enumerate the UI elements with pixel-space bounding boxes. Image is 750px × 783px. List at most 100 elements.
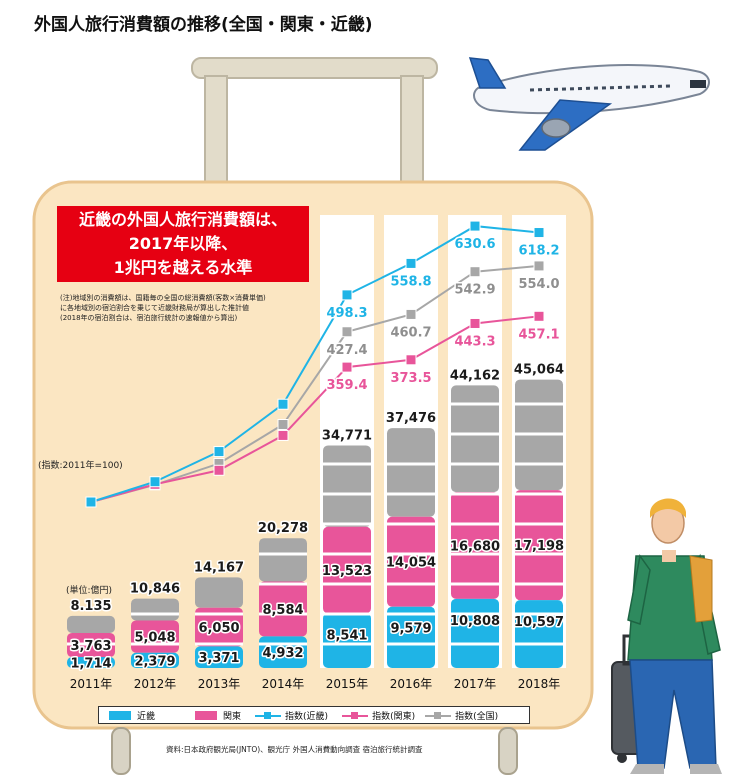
suitcase-wheel-right bbox=[498, 727, 518, 775]
suitcase-handle-left-post bbox=[204, 75, 228, 187]
legend-label-index-national: 指数(全国) bbox=[455, 711, 499, 722]
note-line-2: に各地域別の宿泊割合を乗じて近畿財務局が算出した推計値 bbox=[60, 304, 249, 312]
bar-label-kinki: 10,808 bbox=[450, 614, 500, 629]
index-line-kinki bbox=[90, 225, 540, 503]
bar-label-kanto: 17,198 bbox=[514, 539, 564, 554]
index-value-labels: 427.4 460.7 542.9 554.0 359.4 373.5 443.3 457.1… bbox=[325, 236, 561, 395]
legend-swatch-kinki bbox=[109, 710, 131, 720]
index-line-kanto bbox=[90, 315, 540, 503]
suitcase-wheel-left bbox=[111, 727, 131, 775]
x-axis-label: 2012年 bbox=[134, 677, 177, 691]
legend-item-kanto: 関東 bbox=[195, 709, 241, 722]
legend-label-kinki: 近畿 bbox=[137, 711, 156, 722]
index-point-kanto bbox=[469, 317, 481, 329]
index-point-kinki bbox=[85, 496, 97, 508]
bar-segment-kinki bbox=[323, 613, 371, 668]
bar-label-national: 14,167 bbox=[194, 560, 244, 575]
bar-label-national: 34,771 bbox=[322, 428, 372, 443]
bar-segment-national bbox=[67, 615, 115, 633]
bar-label-kanto: 16,680 bbox=[450, 539, 500, 554]
bar-segment-kinki bbox=[451, 598, 499, 668]
legend-line-index-kanto bbox=[342, 711, 369, 720]
bar-label-kinki: 8,541 bbox=[326, 628, 367, 643]
index-point-national bbox=[469, 266, 481, 278]
index-point-kanto bbox=[341, 361, 353, 373]
bar-segment-kanto bbox=[323, 526, 371, 614]
note-line-3: (2018年の宿泊割合は、宿泊旅行統計の速報値から算出) bbox=[60, 314, 238, 322]
index-point-national bbox=[341, 326, 353, 338]
index-point-kinki bbox=[469, 220, 481, 232]
legend-item-index-kinki: 指数(近畿) bbox=[255, 709, 328, 722]
x-axis-label: 2013年 bbox=[198, 677, 241, 691]
bar-label-kinki: 2,379 bbox=[134, 654, 175, 669]
legend-item-index-national: 指数(全国) bbox=[425, 709, 498, 722]
index-label-kinki: 498.3 bbox=[326, 306, 367, 321]
index-point-kinki bbox=[149, 476, 161, 488]
legend-item-index-kanto: 指数(関東) bbox=[342, 709, 415, 722]
index-lines bbox=[85, 220, 545, 508]
bar-label-national: 45,064 bbox=[514, 363, 564, 378]
bar-segment-kinki bbox=[131, 652, 179, 668]
bar-segment-kinki bbox=[387, 606, 435, 668]
bar-label-national: 37,476 bbox=[386, 411, 436, 426]
index-label-national: 542.9 bbox=[454, 283, 495, 298]
unit-label: (単位:億円) bbox=[66, 586, 113, 596]
x-axis-label: 2017年 bbox=[454, 677, 497, 691]
legend-label-index-kanto: 指数(関東) bbox=[372, 711, 416, 722]
index-point-kanto bbox=[213, 464, 225, 476]
method-note: (注)地域別の消費額は、国籍毎の全国の総消費額(客数×消費単価) に各地域別の宿… bbox=[60, 293, 320, 323]
index-label-national: 554.0 bbox=[518, 277, 559, 292]
bar-segment-kanto bbox=[259, 581, 307, 637]
index-point-national bbox=[405, 308, 417, 320]
bar-label-kanto: 3,763 bbox=[70, 639, 111, 654]
bar-segment-kanto bbox=[195, 607, 243, 647]
index-point-kinki bbox=[405, 257, 417, 269]
index-point-kinki bbox=[277, 398, 289, 410]
bar-segment-national bbox=[131, 598, 179, 621]
legend-line-index-kinki bbox=[255, 711, 282, 720]
legend-swatch-kanto bbox=[195, 710, 218, 720]
index-label-kanto: 457.1 bbox=[518, 327, 559, 342]
bar-segment-kinki bbox=[515, 600, 563, 668]
bar-label-national: 8.135 bbox=[70, 599, 111, 614]
index-label-kinki: 618.2 bbox=[518, 244, 559, 259]
index-label-kinki: 630.6 bbox=[454, 237, 495, 252]
bar-label-national: 10,846 bbox=[130, 582, 180, 597]
x-axis-label: 2015年 bbox=[326, 677, 369, 691]
bar-label-national: 20,278 bbox=[258, 521, 308, 536]
x-axis-label: 2016年 bbox=[390, 677, 433, 691]
index-point-national bbox=[533, 260, 545, 272]
headline-line-3: 1兆円を越える水準 bbox=[113, 258, 253, 277]
suitcase-handle-bar bbox=[191, 57, 438, 79]
bar-label-kanto: 14,054 bbox=[386, 556, 436, 571]
index-label-kinki: 558.8 bbox=[390, 274, 431, 289]
suitcase-handle-right-post bbox=[400, 75, 424, 187]
bar-segment-national bbox=[323, 445, 371, 527]
index-point-kinki bbox=[341, 289, 353, 301]
x-axis-labels: 2011年 2012年 2013年 2014年 2015年 2016年 2017年 2018年 bbox=[70, 677, 561, 691]
index-point-national bbox=[277, 419, 289, 431]
traveler-illustration bbox=[611, 498, 722, 774]
bar-segment-national bbox=[451, 385, 499, 493]
index-base-label: (指数:2011年=100) bbox=[38, 461, 123, 471]
bar-segment-national bbox=[387, 428, 435, 517]
index-point-kinki bbox=[533, 227, 545, 239]
source-note: 資料:日本政府観光局(JNTO)、観光庁 外国人消費動向調査 宿泊旅行統計調査 bbox=[166, 745, 423, 754]
headline-box: 近畿の外国人旅行消費額は、 2017年以降、 1兆円を越える水準 bbox=[57, 206, 309, 282]
bar-label-kinki: 1,714 bbox=[70, 657, 111, 672]
headline-line-1: 近畿の外国人旅行消費額は、 bbox=[78, 210, 287, 229]
bar-segment-kinki bbox=[195, 646, 243, 668]
bar-segment-kinki bbox=[67, 657, 115, 668]
index-point-kinki bbox=[213, 446, 225, 458]
bar-label-kinki: 10,597 bbox=[514, 615, 564, 630]
index-label-kanto: 359.4 bbox=[326, 378, 367, 393]
bar-label-kanto: 8,584 bbox=[262, 603, 303, 618]
index-label-national: 427.4 bbox=[326, 343, 367, 358]
legend-label-index-kinki: 指数(近畿) bbox=[285, 711, 329, 722]
x-axis-label: 2011年 bbox=[70, 677, 113, 691]
bar-value-labels: 1,714 3,763 8.135 2,379 5,048 10,846 3,371 6,05… bbox=[69, 361, 566, 673]
x-axis-label: 2018年 bbox=[518, 677, 561, 691]
bar-segment-national bbox=[195, 577, 243, 608]
bar-label-kanto: 13,523 bbox=[322, 564, 372, 579]
x-axis-label: 2014年 bbox=[262, 677, 305, 691]
